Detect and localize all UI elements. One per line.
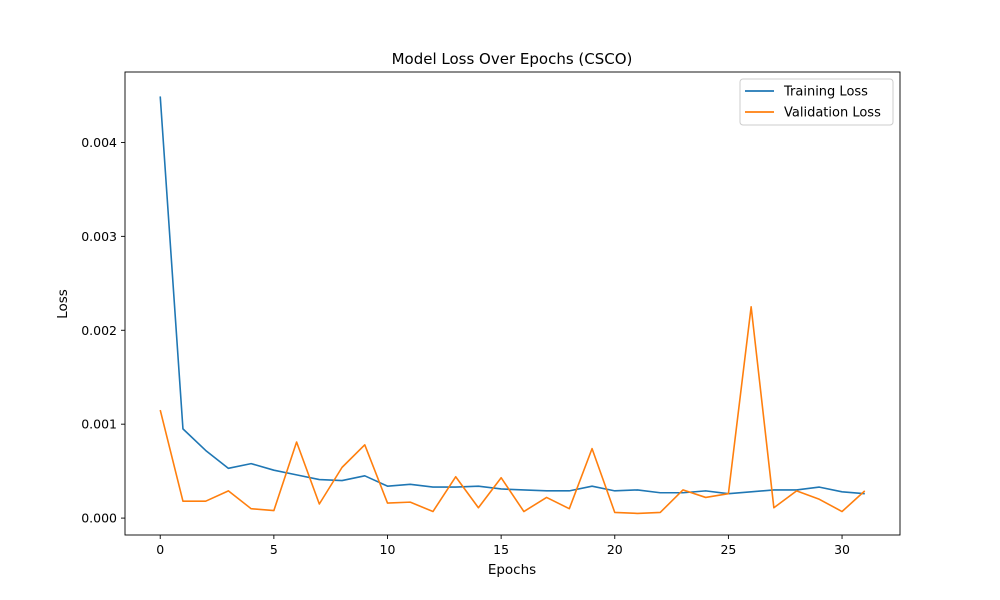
series-line-training-loss [159, 96, 865, 495]
legend-label-validation-loss: Validation Loss [784, 106, 881, 121]
x-tick-label: 25 [720, 542, 736, 557]
legend-box [739, 78, 894, 126]
y-tick-label: 0.004 [81, 135, 117, 150]
y-tick-label: 0.002 [81, 323, 117, 338]
x-tick-label: 30 [834, 542, 850, 557]
x-tick-label: 15 [493, 542, 509, 557]
series-line-validation-loss [159, 305, 866, 515]
x-tick-label: 5 [270, 542, 278, 557]
x-tick-label: 0 [156, 542, 164, 557]
x-tick-label: 20 [607, 542, 623, 557]
y-tick-label: 0.001 [81, 417, 117, 432]
legend-label-training-loss: Training Loss [783, 85, 868, 100]
y-tick-label: 0.003 [81, 229, 117, 244]
y-axis-label: Loss [55, 289, 71, 319]
legend: Training Loss Validation Loss [739, 78, 894, 126]
plot-area: 0 5 10 15 20 25 30 0.000 0.001 0.002 0.003 0.004 [81, 71, 901, 557]
x-axis-label: Epochs [488, 562, 536, 578]
y-tick-label: 0.000 [81, 511, 117, 526]
chart-title: Model Loss Over Epochs (CSCO) [392, 50, 633, 68]
axes-frame [124, 71, 901, 536]
x-tick-label: 10 [380, 542, 396, 557]
